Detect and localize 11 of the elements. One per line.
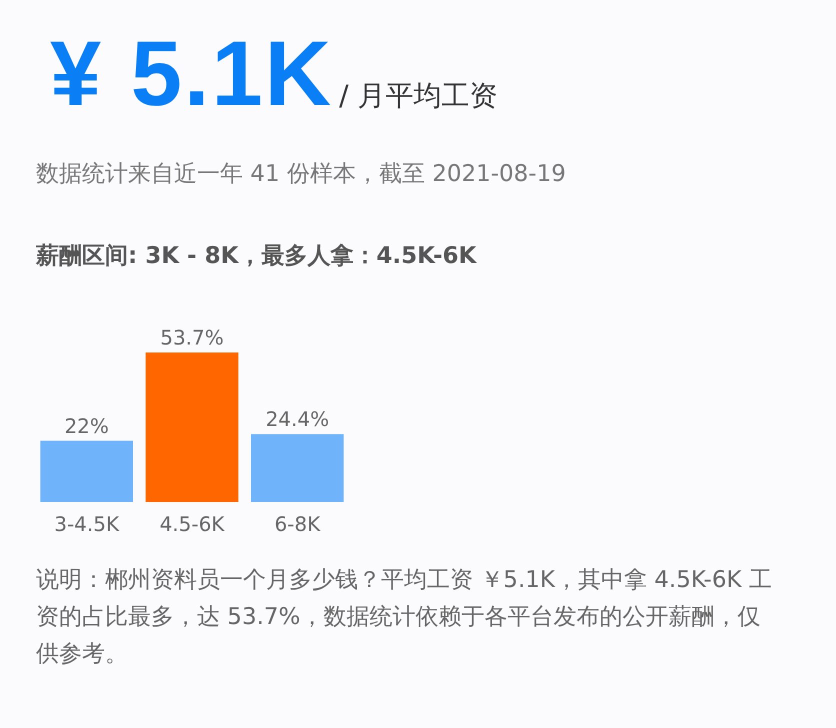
chart-title: ¥ 5.1K: [50, 23, 334, 125]
data-label: 22%: [64, 414, 109, 438]
x-tick-label: 4.5-6K: [160, 512, 226, 536]
text: / 月平均工资: [339, 79, 498, 112]
data-label: 53.7%: [160, 326, 224, 350]
x-tick-label: 6-8K: [274, 512, 322, 536]
text: 数据统计来自近一年 41 份样本，截至 2021-08-19: [36, 160, 566, 189]
data-label: 24.4%: [266, 407, 330, 432]
text: 薪酬区间: 3K - 8K，最多人拿：4.5K-6K: [36, 242, 476, 271]
x-tick-label: 3-4.5K: [54, 512, 120, 536]
text: 说明：郴州资料员一个月多少钱？平均工资 ￥5.1K，其中拿 4.5K-6K 工资的占比最多，达 53.7%，数据统计依赖于各平台发布的公开薪酬，仅供参考。: [36, 566, 773, 669]
